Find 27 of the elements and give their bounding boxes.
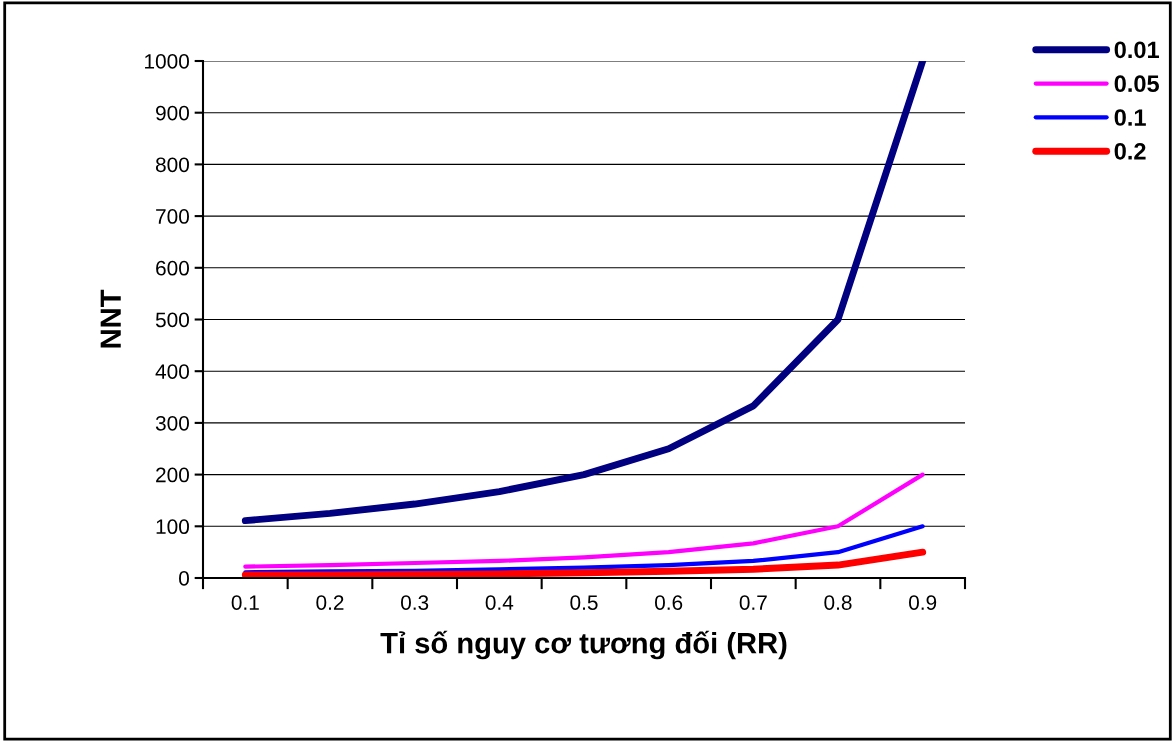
- x-tick-label: 0.9: [909, 595, 937, 610]
- y-tick-label: 300: [155, 415, 189, 431]
- x-axis-title: Tỉ số nguy cơ tương đối (RR): [380, 630, 787, 660]
- y-tick-label: 200: [156, 467, 189, 483]
- y-tick-label: 800: [155, 157, 189, 173]
- y-tick-label: 900: [156, 105, 189, 121]
- legend-label: 0.1: [1114, 109, 1146, 126]
- y-tick-label: 0: [179, 571, 189, 586]
- x-tick-label: 0.2: [316, 595, 344, 610]
- y-tick-label: 400: [155, 364, 189, 379]
- x-tick-label: 0.1: [231, 595, 259, 610]
- x-tick-label: 0.3: [401, 595, 429, 610]
- line-series: [243, 472, 925, 569]
- y-tick-label: 1000: [145, 54, 189, 69]
- y-tick-label: 500: [155, 312, 189, 328]
- x-tick-label: 0.4: [485, 595, 514, 610]
- y-axis-title: NNT: [100, 289, 121, 348]
- x-tick-label: 0.6: [655, 595, 683, 610]
- x-tick-label: 0.5: [570, 595, 598, 610]
- y-tick-label: 700: [156, 209, 189, 224]
- legend-label: 0.01: [1114, 41, 1159, 59]
- y-tick-label: 600: [156, 260, 189, 276]
- x-tick-label: 0.8: [824, 595, 852, 610]
- x-tick-label: 0.7: [739, 595, 767, 610]
- legend-label: 0.05: [1114, 75, 1159, 93]
- y-tick-label: 100: [156, 519, 189, 535]
- legend-label: 0.2: [1114, 142, 1146, 160]
